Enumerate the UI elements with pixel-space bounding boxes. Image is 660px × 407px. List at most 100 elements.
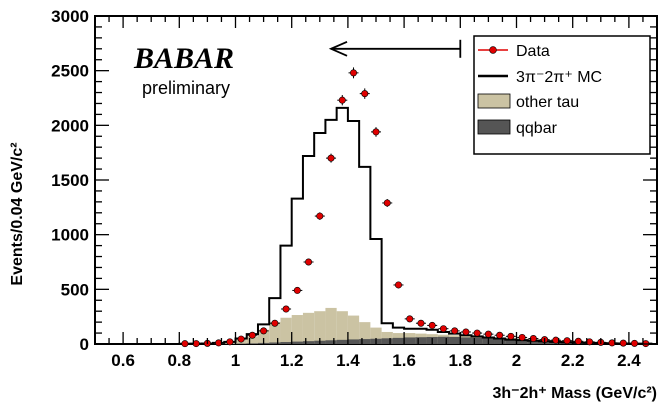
- qqbar-bin: [359, 339, 371, 344]
- x-tick-label: 2.4: [617, 351, 641, 370]
- y-tick-label: 1000: [51, 226, 89, 245]
- data-point: [439, 325, 447, 333]
- data-point: [226, 338, 234, 346]
- data-point: [406, 315, 414, 323]
- y-tick-label: 3000: [51, 7, 89, 26]
- data-point: [507, 332, 515, 340]
- legend: Data 3π⁻2π⁺ MC other tau qqbar: [473, 35, 651, 155]
- qqbar-bin: [415, 337, 427, 344]
- x-tick-label: 1.2: [280, 351, 304, 370]
- qqbar-bin: [449, 337, 461, 344]
- qqbar-bin: [246, 343, 258, 344]
- other-tau-bin: [302, 312, 315, 344]
- other-tau-bin: [314, 311, 326, 344]
- data-point: [338, 96, 346, 104]
- qqbar-bin: [269, 342, 281, 344]
- qqbar-bin: [494, 338, 506, 344]
- data-point: [237, 335, 245, 343]
- other-tau-bin: [325, 307, 337, 344]
- qqbar-bin: [404, 337, 416, 344]
- preliminary-label: preliminary: [142, 78, 230, 98]
- x-tick-label: 0.6: [111, 351, 135, 370]
- data-point: [316, 212, 324, 220]
- x-tick-label: 1.4: [336, 351, 360, 370]
- data-point: [260, 327, 268, 335]
- cut-arrow: [328, 39, 462, 58]
- legend-label: 3π⁻2π⁺ MC: [516, 69, 602, 86]
- legend-label: qqbar: [516, 120, 558, 137]
- other-tau-bin: [269, 322, 281, 344]
- legend-label: other tau: [516, 94, 579, 111]
- qqbar-bin: [347, 339, 360, 344]
- x-axis-title: 3h⁻2h⁺ Mass (GeV/c²): [493, 385, 658, 402]
- y-tick-label: 500: [61, 280, 89, 299]
- legend-other-tau-swatch: [477, 93, 511, 109]
- data-point: [383, 199, 391, 207]
- data-point: [473, 329, 481, 337]
- x-tick-label: 1: [231, 351, 240, 370]
- qqbar-bin: [516, 339, 528, 344]
- y-tick-label: 1500: [51, 171, 89, 190]
- legend-label: Data: [516, 43, 550, 60]
- legend-data-marker: [489, 46, 497, 54]
- qqbar-bin: [336, 339, 348, 344]
- qqbar-bin: [302, 341, 315, 344]
- data-point: [372, 128, 380, 136]
- data-point: [181, 340, 189, 348]
- y-tick-label: 2500: [51, 62, 89, 81]
- other-tau-bin: [359, 322, 371, 344]
- data-point: [293, 286, 301, 294]
- data-point: [574, 337, 582, 345]
- qqbar-bin: [505, 338, 517, 344]
- qqbar-bin: [437, 336, 450, 344]
- x-tick-label: 1.8: [448, 351, 472, 370]
- data-point: [631, 339, 639, 347]
- arrow-head: [328, 40, 348, 57]
- data-point: [417, 319, 425, 327]
- data-point: [327, 154, 335, 162]
- data-point: [484, 330, 492, 338]
- babar-logo: BABAR preliminary: [133, 42, 234, 98]
- data-point: [451, 327, 459, 335]
- data-point: [361, 90, 369, 98]
- x-tick-label: 1.6: [392, 351, 416, 370]
- data-point: [428, 321, 436, 329]
- qqbar-bin: [280, 342, 292, 344]
- data-point: [496, 331, 504, 339]
- data-point: [248, 331, 256, 339]
- data-point: [271, 319, 279, 327]
- y-axis-title: Events/0.04 GeV/c²: [9, 142, 26, 285]
- data-point: [619, 339, 627, 347]
- data-point: [394, 281, 402, 289]
- y-tick-label: 0: [80, 335, 89, 354]
- qqbar-bin: [291, 341, 303, 344]
- other-tau-bin: [336, 311, 348, 344]
- qqbar-bin: [471, 337, 483, 344]
- other-tau-bin: [257, 329, 270, 344]
- other-tau-bin: [291, 315, 303, 344]
- y-tick-label: 2000: [51, 116, 89, 135]
- qqbar-bin: [325, 340, 337, 344]
- qqbar-bin: [460, 337, 472, 344]
- babar-logo-text: BABAR: [133, 42, 234, 75]
- data-point: [563, 337, 571, 345]
- data-point: [462, 328, 470, 336]
- other-tau-bin: [370, 327, 382, 344]
- y-axis: 0 500 1000 1500 2000 2500 3000: [51, 7, 657, 354]
- other-tau-bin: [347, 315, 360, 344]
- other-tau-bin: [246, 336, 258, 344]
- x-axis: 0.6 0.8 1 1.2 1.4 1.6 1.8 2 2.2 2.4: [94, 16, 658, 370]
- legend-qqbar-swatch: [477, 119, 511, 135]
- x-tick-label: 2.2: [561, 351, 585, 370]
- data-points: [179, 67, 651, 348]
- x-tick-label: 0.8: [167, 351, 191, 370]
- other-tau-bin: [280, 317, 292, 344]
- data-point: [518, 333, 526, 341]
- data-point: [350, 69, 358, 77]
- data-point: [282, 305, 290, 313]
- data-point: [305, 258, 313, 266]
- qqbar-bin: [381, 338, 393, 344]
- qqbar-bin: [392, 337, 405, 344]
- other-tau-bin: [381, 331, 393, 344]
